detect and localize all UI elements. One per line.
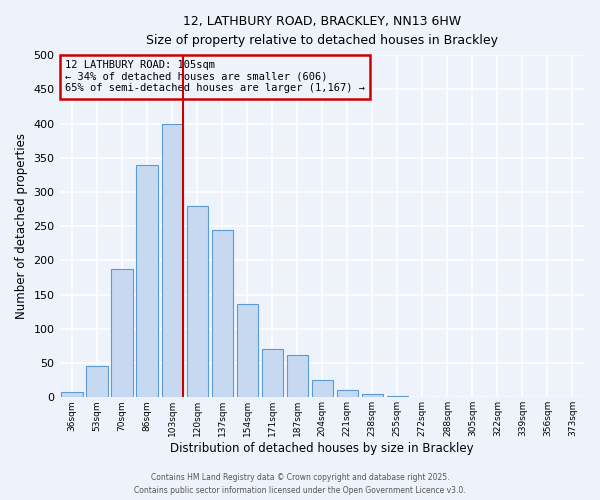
Bar bbox=[311, 380, 333, 398]
Bar bbox=[136, 164, 158, 398]
Bar bbox=[86, 366, 108, 398]
Bar bbox=[61, 392, 83, 398]
Text: 12 LATHBURY ROAD: 105sqm
← 34% of detached houses are smaller (606)
65% of semi-: 12 LATHBURY ROAD: 105sqm ← 34% of detach… bbox=[65, 60, 365, 94]
Bar bbox=[362, 394, 383, 398]
Bar bbox=[337, 390, 358, 398]
Y-axis label: Number of detached properties: Number of detached properties bbox=[15, 133, 28, 319]
Title: 12, LATHBURY ROAD, BRACKLEY, NN13 6HW
Size of property relative to detached hous: 12, LATHBURY ROAD, BRACKLEY, NN13 6HW Si… bbox=[146, 15, 498, 47]
Bar bbox=[112, 268, 133, 398]
X-axis label: Distribution of detached houses by size in Brackley: Distribution of detached houses by size … bbox=[170, 442, 474, 455]
Bar bbox=[161, 124, 183, 398]
Bar bbox=[387, 396, 408, 398]
Bar bbox=[412, 396, 433, 398]
Bar bbox=[187, 206, 208, 398]
Bar bbox=[236, 304, 258, 398]
Bar bbox=[212, 230, 233, 398]
Text: Contains HM Land Registry data © Crown copyright and database right 2025.
Contai: Contains HM Land Registry data © Crown c… bbox=[134, 474, 466, 495]
Bar bbox=[287, 355, 308, 398]
Bar bbox=[262, 350, 283, 398]
